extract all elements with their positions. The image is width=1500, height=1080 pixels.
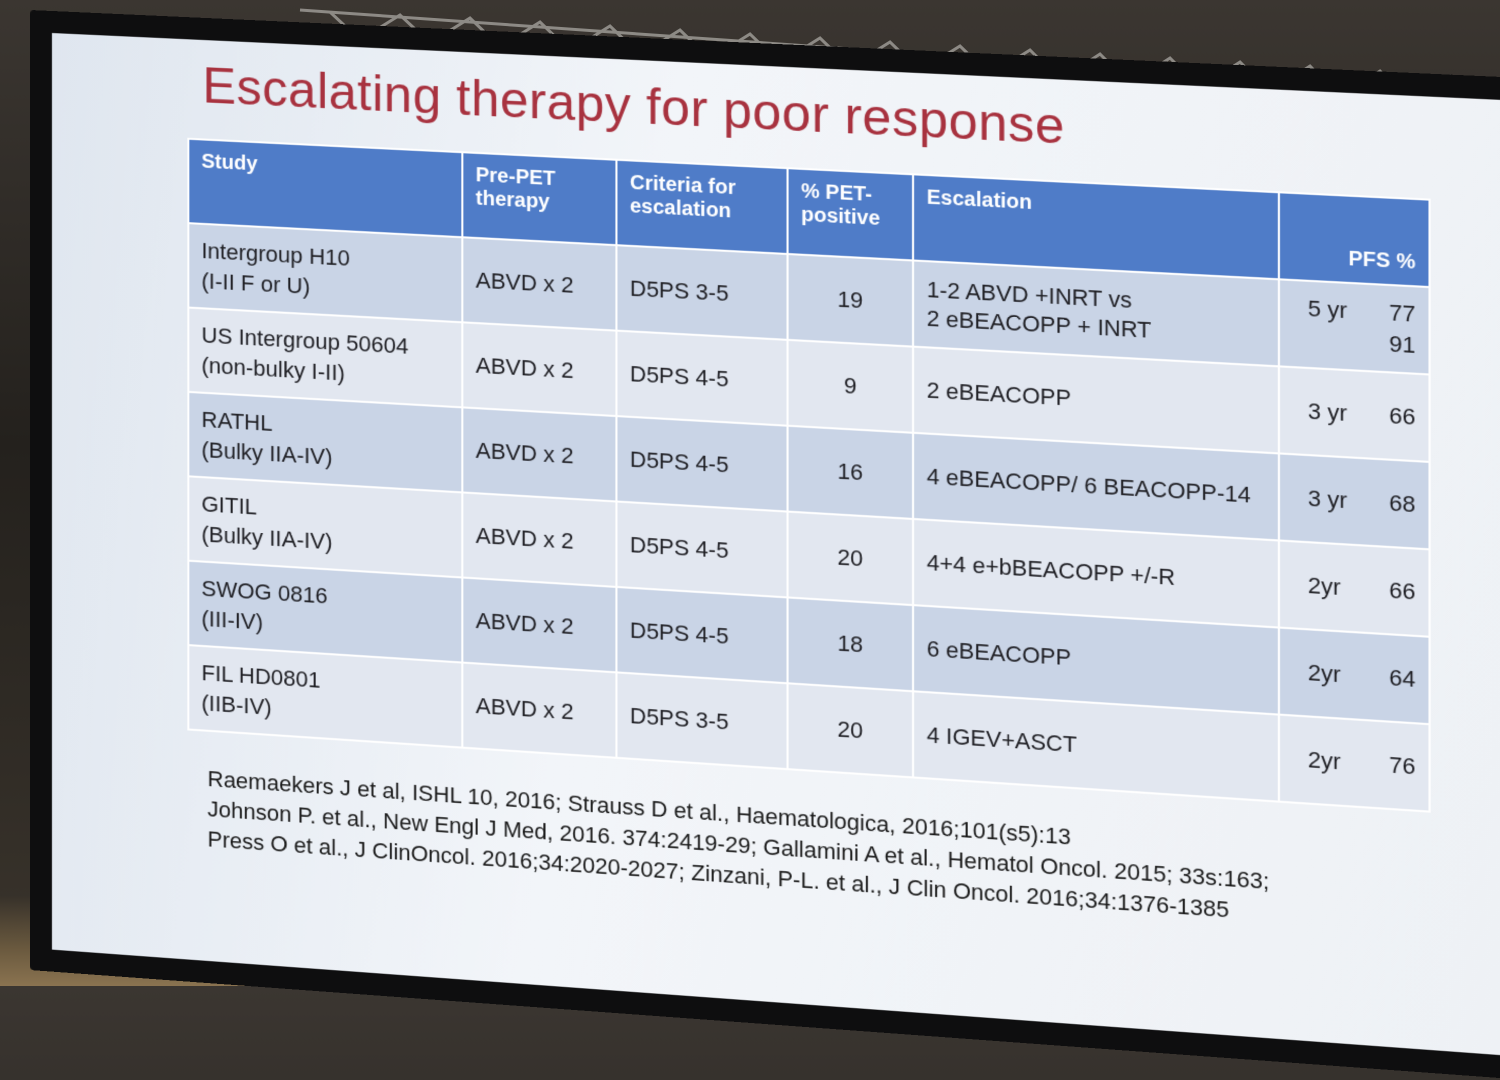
escalation-line: 6 eBEACOPP bbox=[927, 635, 1265, 685]
criteria-cell: D5PS 4-5 bbox=[616, 502, 787, 598]
pfs-cell: 3 yr 68 bbox=[1279, 453, 1430, 549]
pre-pet-cell: ABVD x 2 bbox=[462, 407, 616, 501]
pfs-value: 76 bbox=[1372, 749, 1415, 783]
criteria-cell: D5PS 4-5 bbox=[616, 331, 787, 426]
header-pfs: PFS % bbox=[1279, 192, 1430, 287]
pct-pet-cell: 20 bbox=[788, 512, 913, 606]
criteria-cell: D5PS 3-5 bbox=[616, 672, 787, 769]
criteria-cell: D5PS 4-5 bbox=[616, 587, 787, 683]
study-cell: US Intergroup 50604 (non-bulky I-II) bbox=[188, 308, 462, 408]
pct-pet-cell: 18 bbox=[788, 597, 913, 691]
pfs-value: 66 bbox=[1372, 399, 1415, 433]
pre-pet-cell: ABVD x 2 bbox=[462, 322, 616, 416]
study-cell: FIL HD0801 (IIB-IV) bbox=[188, 645, 462, 748]
pct-pet-cell: 9 bbox=[788, 340, 913, 433]
pfs-value: 68 bbox=[1372, 487, 1415, 521]
pct-pet-cell: 16 bbox=[788, 426, 913, 519]
pre-pet-cell: ABVD x 2 bbox=[462, 663, 616, 758]
pfs-value: 66 bbox=[1372, 574, 1415, 608]
pct-pet-cell: 19 bbox=[788, 254, 913, 347]
escalation-line: 4 eBEACOPP/ 6 BEACOPP-14 bbox=[927, 462, 1265, 510]
presentation-slide: Escalating therapy for poor response Stu… bbox=[52, 33, 1500, 1056]
pfs-value: 64 bbox=[1372, 661, 1415, 695]
pre-pet-cell: ABVD x 2 bbox=[462, 577, 616, 672]
escalation-line: 4 IGEV+ASCT bbox=[927, 721, 1265, 772]
criteria-cell: D5PS 3-5 bbox=[616, 245, 787, 340]
pfs-years: 2yr bbox=[1308, 744, 1373, 779]
pfs-cell: 2yr 64 bbox=[1279, 628, 1430, 725]
criteria-cell: D5PS 4-5 bbox=[616, 416, 787, 512]
escalation-line: 2 eBEACOPP bbox=[927, 376, 1265, 424]
header-pct-pet: % PET-positive bbox=[788, 168, 913, 260]
slide-title: Escalating therapy for poor response bbox=[202, 56, 1065, 156]
header-study: Study bbox=[188, 139, 462, 237]
pfs-years: 3 yr bbox=[1308, 396, 1373, 431]
pfs-cell: 5 yr 77 91 bbox=[1279, 279, 1430, 374]
pfs-years: 2yr bbox=[1308, 570, 1373, 605]
escalation-line: 4+4 e+bBEACOPP +/-R bbox=[927, 548, 1265, 597]
pre-pet-cell: ABVD x 2 bbox=[462, 237, 616, 330]
study-cell: RATHL (Bulky IIA-IV) bbox=[188, 392, 462, 493]
pfs-value: 91 bbox=[1372, 328, 1415, 361]
pfs-cell: 2yr 66 bbox=[1279, 540, 1430, 636]
pre-pet-cell: ABVD x 2 bbox=[462, 492, 616, 587]
pfs-years: 3 yr bbox=[1308, 483, 1373, 518]
header-pre-pet: Pre-PET therapy bbox=[462, 152, 616, 245]
header-criteria: Criteria for escalation bbox=[616, 160, 787, 254]
study-table: Study Pre-PET therapy Criteria for escal… bbox=[187, 138, 1430, 813]
pfs-years: 5 yr bbox=[1308, 293, 1373, 328]
projection-screen: Escalating therapy for poor response Stu… bbox=[30, 10, 1500, 1080]
pfs-cell: 2yr 76 bbox=[1279, 715, 1430, 812]
pfs-value: 77 bbox=[1372, 297, 1415, 330]
pfs-cell: 3 yr 66 bbox=[1279, 366, 1430, 462]
pct-pet-cell: 20 bbox=[788, 683, 913, 777]
pfs-years: 2yr bbox=[1308, 657, 1373, 692]
study-cell: Intergroup H10 (I-II F or U) bbox=[188, 223, 462, 322]
